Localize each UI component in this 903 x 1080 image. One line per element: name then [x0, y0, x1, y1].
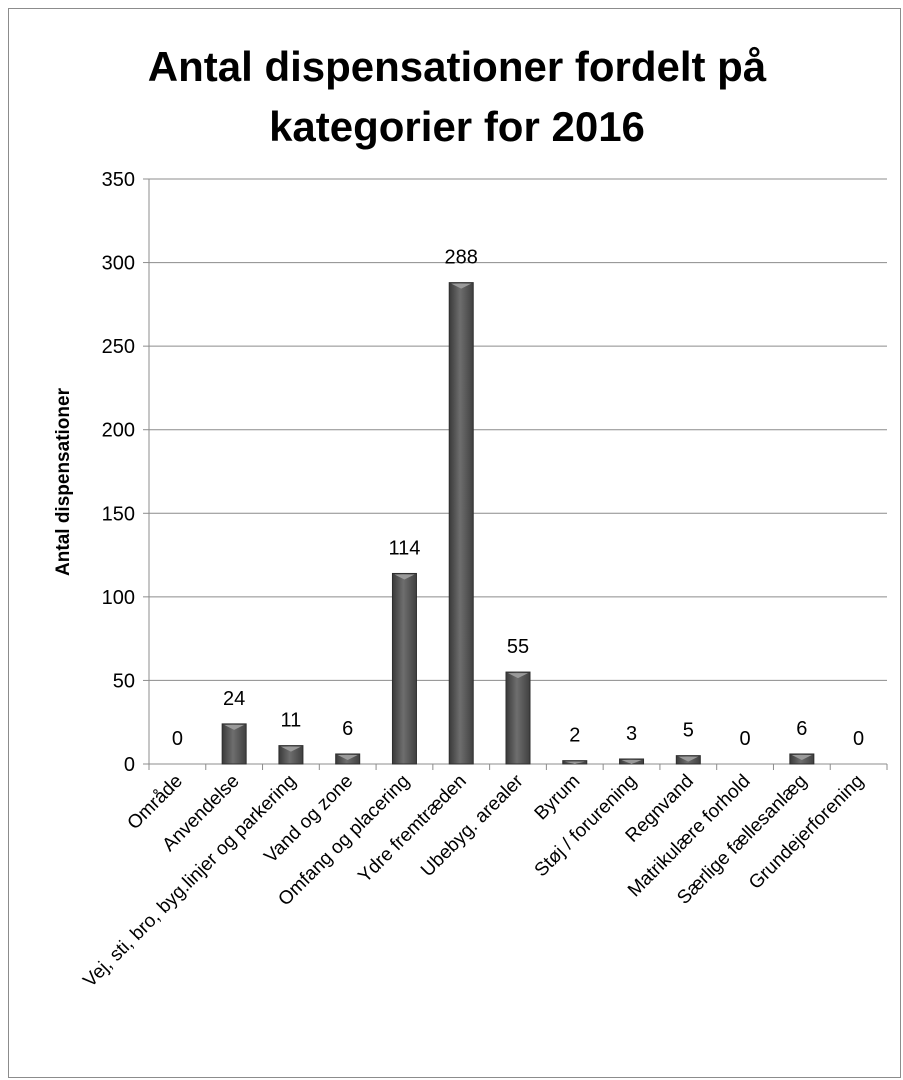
y-tick-label: 250	[102, 336, 135, 358]
data-label: 0	[172, 728, 183, 750]
data-label: 0	[853, 728, 864, 750]
bar	[448, 282, 474, 765]
bar	[278, 745, 304, 765]
chart-title-line-2: kategorier for 2016	[269, 103, 645, 150]
chart-frame: Antal dispensationer fordelt på kategori…	[8, 8, 901, 1078]
chart-title: Antal dispensationer fordelt på kategori…	[148, 43, 767, 150]
gridlines	[143, 178, 888, 770]
bar	[391, 572, 417, 765]
data-label: 6	[796, 718, 807, 740]
data-labels: 0 24 11 6 114 288 55 2 3 5 0 6 0	[172, 247, 864, 750]
category-label: Byrum	[531, 771, 585, 825]
data-label: 114	[389, 537, 421, 559]
y-tick-label: 50	[113, 670, 135, 692]
data-label: 3	[626, 723, 637, 745]
bar-bevel	[508, 673, 528, 679]
data-label: 6	[342, 718, 353, 740]
data-label: 55	[507, 636, 529, 658]
category-label: Vej, sti, bro, byg.linjer og parkering	[79, 771, 300, 992]
y-tick-label: 0	[124, 754, 135, 776]
y-tick-label: 350	[102, 169, 135, 191]
bar-bevel	[451, 283, 472, 289]
bar-chart: Antal dispensationer fordelt på kategori…	[53, 43, 888, 992]
bar-bevel	[791, 754, 812, 760]
y-tick-label: 150	[102, 503, 135, 525]
data-label: 0	[740, 728, 751, 750]
bar-bevel	[337, 754, 358, 760]
y-tick-label: 300	[102, 253, 135, 275]
bar	[505, 671, 531, 765]
chart-title-line-1: Antal dispensationer fordelt på	[148, 43, 767, 90]
y-axis-title: Antal dispensationer	[53, 387, 74, 576]
y-tick-label: 200	[102, 420, 135, 442]
data-label: 288	[445, 247, 478, 269]
bar-bevel	[621, 759, 642, 764]
y-axis-ticks: 0 50 100 150 200 250 300 350	[102, 169, 135, 776]
category-label: Støj / forurening	[531, 771, 641, 881]
category-label: Ubebyg. arealer	[417, 770, 528, 881]
data-label: 5	[683, 720, 694, 742]
bar	[221, 723, 247, 765]
bar-bevel	[678, 756, 699, 762]
data-label: 2	[569, 725, 580, 747]
bar-bevel	[394, 574, 415, 580]
bar-bevel	[224, 724, 245, 730]
bar-bevel	[280, 746, 301, 752]
data-label: 24	[223, 688, 245, 710]
bar-bevel	[564, 761, 585, 764]
data-label: 11	[281, 710, 302, 732]
bars	[221, 282, 815, 765]
y-tick-label: 100	[102, 587, 135, 609]
